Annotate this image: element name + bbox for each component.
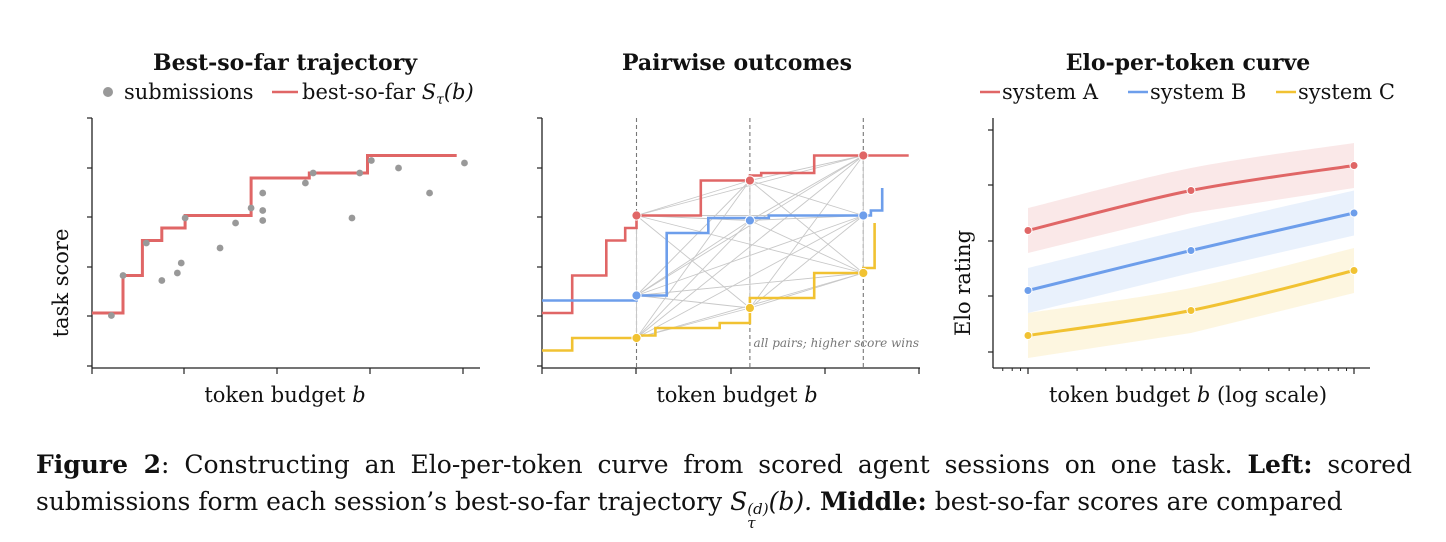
submission-point (259, 207, 267, 214)
submission-point (426, 189, 433, 197)
submission-point (356, 169, 364, 177)
axes (988, 118, 1370, 374)
pair-line (636, 215, 864, 339)
plot-area (542, 118, 909, 368)
pair-line (636, 180, 751, 296)
pair-line (636, 215, 751, 309)
legend: system A system B system C (980, 80, 1395, 104)
x-axis-label: token budget b (204, 383, 365, 407)
submission-point (177, 259, 185, 267)
submission-point (142, 239, 150, 247)
legend-submissions-marker (103, 87, 113, 97)
plot-area (1023, 143, 1359, 358)
gold-confidence-band (1028, 248, 1354, 358)
figure-label: Figure 2 (36, 450, 162, 479)
best-so-far-chart: Best-so-far trajectory submissions best-… (49, 50, 480, 407)
pair-line (749, 180, 864, 274)
panel-best-so-far: Best-so-far trajectory submissions best-… (40, 40, 500, 410)
gold-series-point (1349, 266, 1359, 275)
elo-chart: Elo-per-token curve system A system B sy… (951, 50, 1395, 407)
pair-line (749, 180, 864, 216)
legend: submissions best-so-far Sτ(b) (103, 80, 474, 108)
red-series-point (1349, 161, 1359, 170)
pair-line (749, 155, 864, 181)
blue-checkpoint-point (631, 290, 642, 301)
caption-sep: : (161, 450, 170, 479)
caption-text-1: Constructing an Elo-per-token curve from… (169, 450, 1248, 479)
figure-caption: Figure 2: Constructing an Elo-per-token … (36, 446, 1412, 532)
submission-point (173, 269, 181, 277)
submission-point (259, 189, 267, 197)
red-confidence-band (1028, 143, 1354, 253)
chart-title: Best-so-far trajectory (153, 50, 418, 76)
gold-series-line (542, 223, 876, 352)
blue-series-point (1349, 208, 1359, 218)
submission-point (108, 312, 115, 319)
y-axis-label: Elo rating (951, 230, 975, 336)
red-series-point (1023, 226, 1033, 235)
annotation: all pairs; higher score wins (754, 336, 919, 350)
red-checkpoint-point (631, 210, 642, 221)
gold-checkpoint-point (858, 267, 869, 279)
pair-line (749, 155, 864, 221)
submission-point (367, 157, 375, 164)
submission-point (158, 277, 166, 284)
blue-series-point (1186, 246, 1196, 255)
panel-elo: Elo-per-token curve system A system B sy… (950, 40, 1420, 410)
chart-title: Elo-per-token curve (1066, 50, 1311, 76)
submission-point (309, 169, 317, 177)
panel-pairwise: Pairwise outcomes all pairs; higher scor… (500, 40, 960, 410)
x-axis-label: token budget b (656, 383, 817, 407)
gold-checkpoint-point (631, 332, 642, 344)
caption-left-label: Left: (1247, 450, 1313, 479)
legend-system-a-label: system A (1002, 80, 1099, 104)
legend-system-c-label: system C (1298, 80, 1395, 104)
axes (87, 117, 480, 374)
caption-text-2: scored submissions form each session’s b… (36, 450, 1412, 516)
red-checkpoint-point (858, 150, 869, 161)
submission-point (348, 214, 356, 222)
red-series-point (1186, 186, 1196, 195)
submission-point (259, 217, 267, 224)
pair-line (636, 295, 750, 309)
red-series-line (542, 154, 909, 315)
y-axis-label: task score (49, 229, 73, 338)
submission-point (302, 179, 309, 187)
pair-line (749, 155, 864, 309)
pair-line (636, 180, 751, 339)
gold-checkpoint-point (744, 302, 755, 314)
pairwise-chart: Pairwise outcomes all pairs; higher scor… (537, 50, 920, 407)
submission-point (247, 204, 255, 212)
caption-text-3: best-so-far scores are compared (926, 487, 1343, 516)
red-checkpoint-point (744, 175, 755, 186)
gold-series-point (1186, 306, 1196, 315)
submission-point (395, 164, 402, 172)
gold-series-point (1023, 331, 1033, 340)
caption-middle-label: Middle: (819, 487, 927, 516)
best-so-far-line (92, 154, 457, 315)
x-axis-label: token budget b (log scale) (1049, 383, 1327, 407)
pair-line (636, 220, 751, 339)
legend-best-so-far-label: best-so-far Sτ(b) (302, 80, 474, 108)
plot-area (92, 154, 468, 319)
blue-checkpoint-point (744, 215, 755, 226)
legend-submissions-label: submissions (124, 80, 254, 104)
blue-checkpoint-point (858, 210, 869, 221)
submission-point (216, 244, 224, 252)
chart-title: Pairwise outcomes (622, 50, 852, 76)
pair-line (636, 180, 751, 216)
axes (537, 117, 920, 374)
blue-series-line (542, 188, 884, 302)
blue-series-point (1023, 286, 1033, 295)
submission-point (461, 159, 468, 167)
caption-math: S (d) τ (b). (730, 487, 813, 532)
pair-line (749, 220, 864, 274)
pair-line (749, 215, 864, 309)
pair-line (636, 220, 751, 296)
legend-system-b-label: system B (1150, 80, 1246, 104)
submission-point (181, 214, 189, 222)
submission-point (119, 272, 127, 279)
pair-line (749, 272, 864, 309)
submission-point (232, 219, 239, 227)
